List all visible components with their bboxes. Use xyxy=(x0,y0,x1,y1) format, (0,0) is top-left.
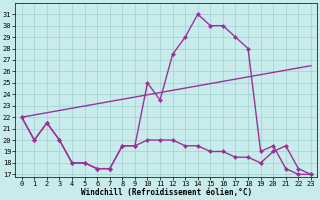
X-axis label: Windchill (Refroidissement éolien,°C): Windchill (Refroidissement éolien,°C) xyxy=(81,188,252,197)
